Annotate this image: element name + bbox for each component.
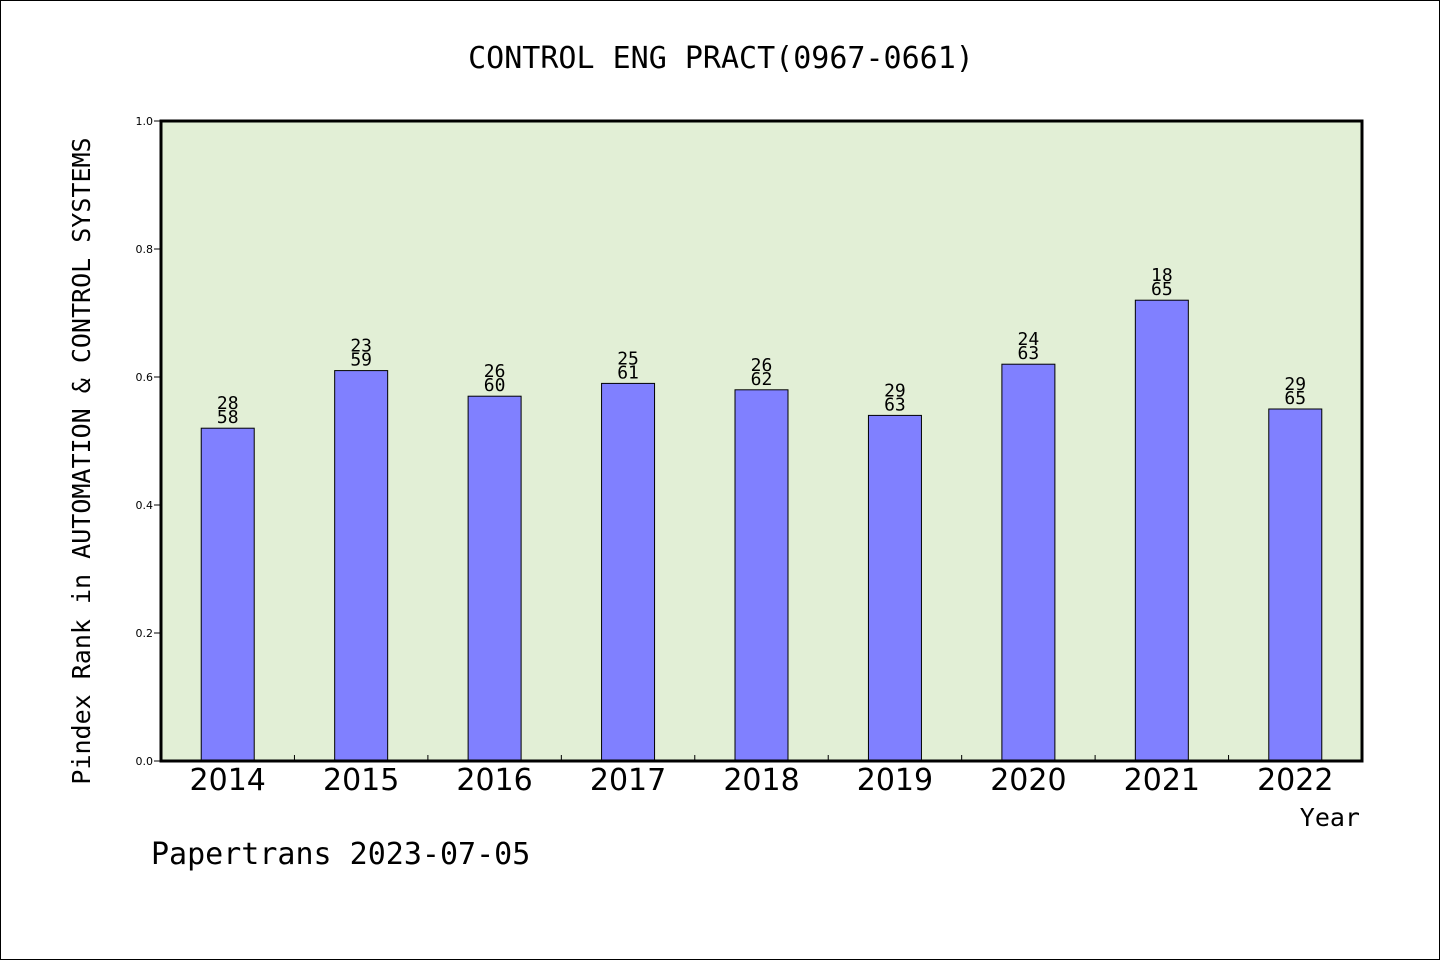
bar-rank-label: 28: [217, 393, 239, 414]
bar-total-label: 65: [1151, 279, 1173, 300]
bar-total-label: 58: [217, 407, 239, 428]
x-tick-label: 2015: [323, 763, 399, 798]
bar-rank-label: 26: [751, 355, 773, 376]
bar-2021: [1134, 299, 1189, 762]
bar-rank-label: 26: [484, 361, 506, 382]
bar-2015: [334, 370, 389, 762]
bar-rank-label: 25: [617, 348, 639, 369]
bar-rank-label: 23: [350, 336, 372, 357]
bar-rank-label: 18: [1151, 265, 1173, 286]
bar-total-label: 63: [1018, 343, 1040, 364]
bar-2017: [601, 382, 656, 762]
bar-2014: [200, 427, 255, 762]
bar-total-label: 62: [751, 369, 773, 390]
bar-2016: [467, 395, 522, 762]
x-tick-label: 2020: [990, 763, 1066, 798]
x-tick-label: 2017: [590, 763, 666, 798]
y-tick-label: 0.0: [136, 755, 154, 768]
bars: [200, 299, 1323, 762]
chart-title: CONTROL ENG PRACT(0967-0661): [468, 41, 974, 76]
bar-2022: [1268, 408, 1323, 762]
x-tick-label: 2018: [723, 763, 799, 798]
y-tick-label: 0.6: [136, 371, 154, 384]
bar-total-label: 60: [484, 375, 506, 396]
y-tick-label: 0.8: [136, 243, 154, 256]
bar-2019: [867, 414, 922, 762]
bar-2020: [1001, 363, 1056, 762]
bar-total-label: 61: [617, 362, 639, 383]
footer-credit: Papertrans 2023-07-05: [151, 837, 530, 872]
x-tick-label: 2019: [857, 763, 933, 798]
y-axis-label: Pindex Rank in AUTOMATION & CONTROL SYST…: [67, 137, 96, 784]
bar-rank-label: 29: [1284, 374, 1306, 395]
y-axis: 0.0 0.2 0.4 0.6 0.8 1.0: [136, 115, 161, 768]
bar-total-label: 63: [884, 394, 906, 415]
y-tick-label: 0.4: [136, 499, 154, 512]
bar-rank-label: 24: [1018, 329, 1040, 350]
y-tick-label: 0.2: [136, 627, 154, 640]
x-tick-label: 2021: [1124, 763, 1200, 798]
x-tick-label: 2016: [456, 763, 532, 798]
plot-border: [159, 119, 1364, 763]
y-tick-label: 1.0: [136, 115, 154, 128]
x-axis: 2014 2015 2016 2017 2018 2019 2020 2021 2022: [190, 755, 1333, 798]
x-tick-label: 2014: [190, 763, 266, 798]
bar-rank-label: 29: [884, 380, 906, 401]
x-axis-label: Year: [1300, 803, 1360, 832]
bar-2018: [734, 389, 789, 762]
bar-total-label: 65: [1284, 388, 1306, 409]
bar-total-label: 59: [350, 350, 372, 371]
x-tick-label: 2022: [1257, 763, 1333, 798]
